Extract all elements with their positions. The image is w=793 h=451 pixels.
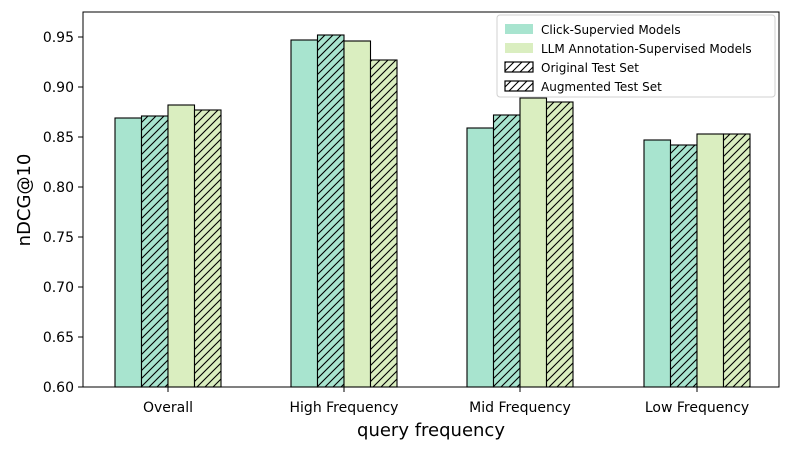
legend-swatch — [505, 24, 533, 34]
bar-hatch — [194, 110, 221, 387]
legend-box — [496, 14, 776, 98]
x-axis-label: query frequency — [357, 420, 505, 441]
x-tick-label: Mid Frequency — [469, 400, 571, 416]
bar-llm-original-2 — [519, 97, 548, 388]
bar-click-original-3 — [643, 139, 672, 388]
x-tick-label: Low Frequency — [645, 400, 749, 416]
y-tick-label: 0.95 — [43, 30, 74, 46]
bar-click-augmented-0 — [140, 115, 169, 388]
bar-fill — [344, 41, 371, 387]
legend-entry: Click-Supervied Models — [505, 23, 681, 37]
bar-fill — [115, 118, 142, 387]
x-tick-label: Overall — [143, 400, 193, 416]
legend-swatch — [505, 43, 533, 53]
bar-click-augmented-3 — [669, 144, 698, 388]
legend-label: LLM Annotation-Supervised Models — [541, 42, 752, 56]
bar-fill — [697, 134, 724, 387]
legend-entry: Augmented Test Set — [504, 80, 662, 94]
y-tick-label: 0.70 — [43, 280, 74, 296]
y-tick-label: 0.75 — [43, 230, 74, 246]
bar-llm-augmented-3 — [722, 133, 751, 388]
bar-click-original-1 — [290, 39, 319, 388]
legend-label: Original Test Set — [541, 61, 639, 75]
y-axis: 0.60 0.65 0.70 0.75 0.80 0.85 0.90 0.95 — [43, 30, 83, 396]
bar-llm-augmented-1 — [369, 59, 398, 388]
y-tick-label: 0.60 — [43, 380, 74, 396]
bar-llm-augmented-2 — [545, 101, 574, 388]
bar-hatch — [141, 116, 168, 387]
bar-hatch — [670, 145, 697, 387]
bar-llm-original-0 — [167, 104, 196, 388]
bar-llm-original-3 — [696, 133, 725, 388]
bar-hatch — [493, 115, 520, 387]
bar-click-original-0 — [114, 117, 143, 388]
bar-click-augmented-1 — [316, 34, 345, 388]
bar-fill — [291, 40, 318, 387]
y-tick-label: 0.90 — [43, 80, 74, 96]
y-tick-label: 0.65 — [43, 330, 74, 346]
bar-fill — [644, 140, 671, 387]
x-tick-label: High Frequency — [290, 400, 399, 416]
legend-entry: LLM Annotation-Supervised Models — [505, 42, 752, 56]
legend-label: Click-Supervied Models — [541, 23, 681, 37]
plot-frame — [82, 11, 780, 388]
bar-hatch — [317, 35, 344, 387]
legend-swatch-hatch — [504, 61, 534, 73]
bars-group — [114, 34, 751, 388]
bar-fill — [168, 105, 195, 387]
legend-entry: Original Test Set — [504, 61, 639, 75]
y-tick-label: 0.85 — [43, 130, 74, 146]
bar-click-augmented-2 — [492, 114, 521, 388]
y-tick-label: 0.80 — [43, 180, 74, 196]
bar-fill — [520, 98, 547, 387]
legend: Click-Supervied Models LLM Annotation-Sup… — [496, 14, 776, 98]
bar-llm-augmented-0 — [193, 109, 222, 388]
bar-llm-original-1 — [343, 40, 372, 388]
bar-hatch — [546, 102, 573, 387]
legend-swatch-hatch — [504, 80, 534, 92]
x-axis: Overall High Frequency Mid Frequency Low Fr… — [143, 387, 749, 416]
bar-hatch — [723, 134, 750, 387]
bar-hatch — [370, 60, 397, 387]
bar-click-original-2 — [466, 127, 495, 388]
legend-label: Augmented Test Set — [541, 80, 662, 94]
bar-fill — [467, 128, 494, 387]
y-axis-label: nDCG@10 — [14, 154, 35, 247]
